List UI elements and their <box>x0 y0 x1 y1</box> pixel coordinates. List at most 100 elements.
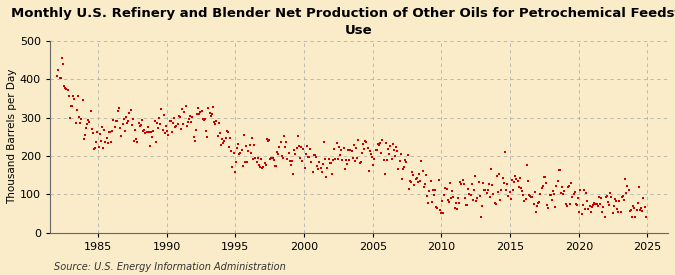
Point <box>140 130 151 135</box>
Point <box>185 114 196 119</box>
Point <box>198 117 209 122</box>
Point <box>458 182 469 186</box>
Point <box>249 143 260 148</box>
Point <box>92 130 103 134</box>
Point <box>203 105 214 110</box>
Point <box>353 138 364 142</box>
Point <box>597 210 608 214</box>
Point <box>424 189 435 193</box>
Point <box>441 187 452 191</box>
Point <box>343 147 354 152</box>
Point <box>151 120 162 125</box>
Point <box>348 143 359 147</box>
Point <box>551 183 562 188</box>
Point <box>638 196 649 200</box>
Point <box>521 163 532 167</box>
Point <box>527 195 538 200</box>
Point <box>294 144 304 148</box>
Point <box>513 185 524 189</box>
Point <box>375 141 385 145</box>
Point <box>113 108 124 113</box>
Point <box>282 156 293 161</box>
Point <box>238 133 249 137</box>
Point <box>614 199 625 203</box>
Point <box>321 175 331 179</box>
Y-axis label: Thousand Barrels per Day: Thousand Barrels per Day <box>7 69 17 204</box>
Point <box>240 160 250 164</box>
Point <box>489 200 500 205</box>
Point <box>225 136 236 140</box>
Point <box>284 159 295 163</box>
Point <box>220 136 231 140</box>
Point <box>171 123 182 128</box>
Point <box>633 185 644 189</box>
Point <box>213 120 224 125</box>
Point <box>595 196 606 200</box>
Point <box>194 112 205 116</box>
Point <box>599 215 610 219</box>
Point <box>369 157 380 161</box>
Point <box>197 116 208 121</box>
Point <box>289 148 300 152</box>
Point <box>87 131 98 135</box>
Point <box>613 210 624 214</box>
Point <box>550 205 561 210</box>
Point <box>106 139 117 144</box>
Point <box>75 121 86 125</box>
Point <box>488 192 499 197</box>
Point <box>335 152 346 157</box>
Point <box>189 139 200 144</box>
Point <box>161 124 171 129</box>
Point <box>332 157 343 162</box>
Point <box>302 155 313 159</box>
Point <box>159 131 170 135</box>
Point <box>498 180 509 185</box>
Point <box>618 198 629 202</box>
Point <box>99 127 109 132</box>
Point <box>389 148 400 152</box>
Point <box>116 133 127 138</box>
Point <box>232 146 242 150</box>
Point <box>393 167 404 171</box>
Point <box>361 139 372 144</box>
Point <box>440 186 451 191</box>
Point <box>88 147 99 152</box>
Point <box>248 157 259 161</box>
Point <box>575 188 586 192</box>
Point <box>210 121 221 126</box>
Point <box>620 176 630 181</box>
Point <box>577 202 588 207</box>
Point <box>265 157 275 161</box>
Point <box>261 163 271 167</box>
Point <box>108 117 119 122</box>
Point <box>322 166 333 170</box>
Point <box>539 175 549 179</box>
Point <box>623 188 634 192</box>
Point <box>496 188 507 192</box>
Point <box>59 84 70 88</box>
Point <box>566 181 576 186</box>
Point <box>429 193 439 197</box>
Point <box>97 125 107 129</box>
Point <box>329 147 340 151</box>
Point <box>524 194 535 198</box>
Point <box>475 194 485 198</box>
Point <box>490 202 501 206</box>
Point <box>626 215 637 219</box>
Point <box>590 202 601 207</box>
Point <box>404 186 414 191</box>
Point <box>516 189 527 194</box>
Point <box>195 110 206 114</box>
Point <box>144 144 155 148</box>
Point <box>582 199 593 203</box>
Point <box>535 191 546 196</box>
Point <box>587 205 597 209</box>
Point <box>123 119 134 123</box>
Point <box>292 134 303 138</box>
Point <box>543 206 554 210</box>
Point <box>373 142 383 147</box>
Point <box>506 177 517 182</box>
Point <box>632 200 643 205</box>
Point <box>296 145 306 149</box>
Point <box>435 210 446 215</box>
